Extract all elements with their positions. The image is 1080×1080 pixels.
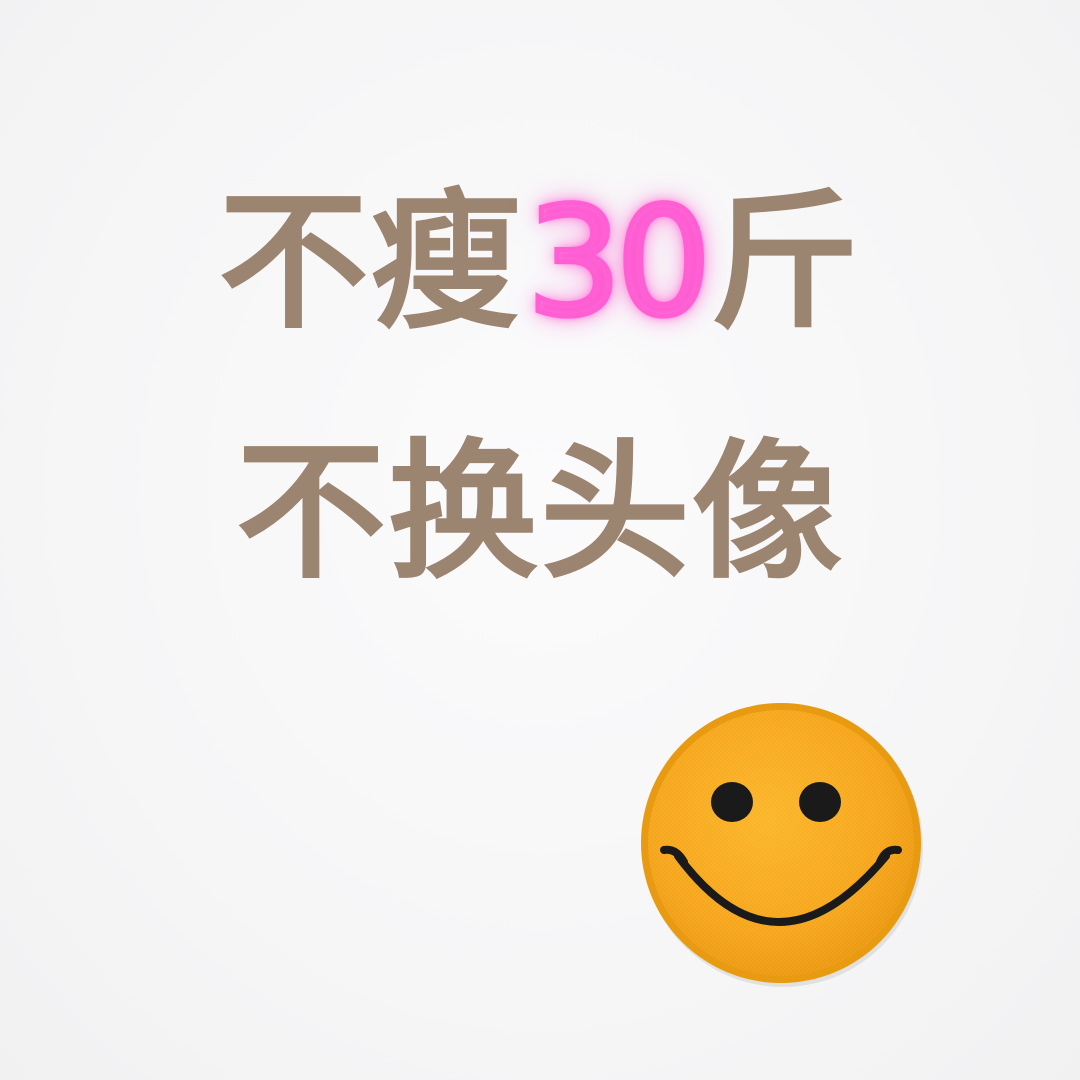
smiley-face-patch-icon [641, 703, 923, 987]
neon-number: 30 [524, 176, 714, 350]
smiley-mouth-left-cap [660, 845, 688, 866]
smiley-texture [648, 710, 914, 976]
headline-line-1: 不瘦30斤 [0, 176, 1080, 350]
smiley-left-eye [711, 782, 753, 822]
headline-line-2: 不换头像 [235, 426, 844, 600]
headline-line-1-after: 斤 [709, 176, 862, 350]
smiley-mouth [674, 852, 890, 926]
smiley-mouth-right-cap [876, 845, 902, 866]
headline-line-1-before: 不瘦 [218, 176, 523, 350]
smiley-right-eye [799, 782, 841, 822]
